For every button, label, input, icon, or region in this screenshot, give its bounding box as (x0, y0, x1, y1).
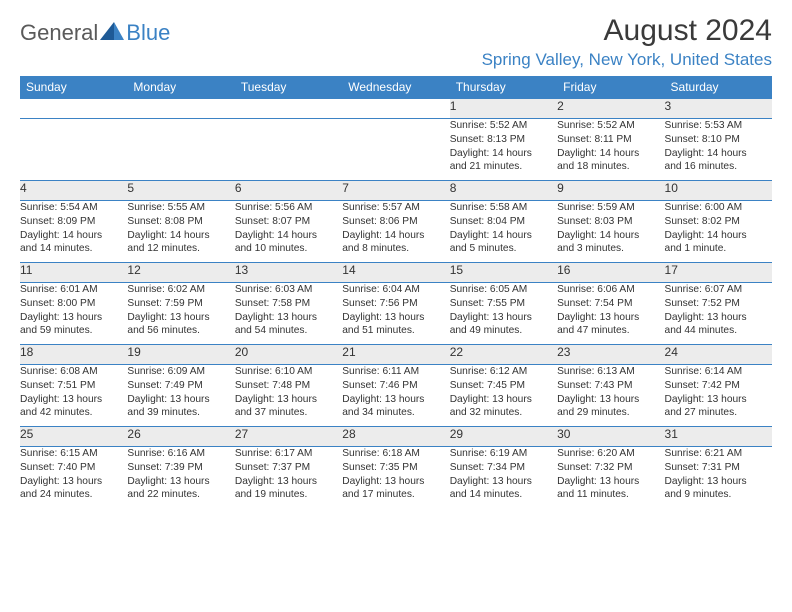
day-detail-cell: Sunrise: 6:15 AMSunset: 7:40 PMDaylight:… (20, 447, 127, 509)
detail-row: Sunrise: 5:54 AMSunset: 8:09 PMDaylight:… (20, 201, 772, 263)
day-detail-cell: Sunrise: 6:01 AMSunset: 8:00 PMDaylight:… (20, 283, 127, 345)
day-number-cell: 20 (235, 345, 342, 365)
calendar-table: Sunday Monday Tuesday Wednesday Thursday… (20, 76, 772, 509)
day-detail-cell: Sunrise: 5:59 AMSunset: 8:03 PMDaylight:… (557, 201, 664, 263)
day-number-cell: 28 (342, 427, 449, 447)
detail-row: Sunrise: 5:52 AMSunset: 8:13 PMDaylight:… (20, 119, 772, 181)
daynum-row: 25262728293031 (20, 427, 772, 447)
header: General Blue August 2024 Spring Valley, … (20, 14, 772, 76)
day-number-cell: 4 (20, 181, 127, 201)
day-detail-cell: Sunrise: 6:05 AMSunset: 7:55 PMDaylight:… (450, 283, 557, 345)
day-number-cell: 3 (665, 99, 772, 119)
day-detail-cell: Sunrise: 6:04 AMSunset: 7:56 PMDaylight:… (342, 283, 449, 345)
day-number-cell: 26 (127, 427, 234, 447)
day-number-cell: 17 (665, 263, 772, 283)
detail-row: Sunrise: 6:15 AMSunset: 7:40 PMDaylight:… (20, 447, 772, 509)
day-number-cell: 16 (557, 263, 664, 283)
day-detail-cell: Sunrise: 6:12 AMSunset: 7:45 PMDaylight:… (450, 365, 557, 427)
day-detail-cell (235, 119, 342, 181)
day-number-cell (235, 99, 342, 119)
day-detail-cell: Sunrise: 6:06 AMSunset: 7:54 PMDaylight:… (557, 283, 664, 345)
day-number-cell: 7 (342, 181, 449, 201)
brand-part2: Blue (126, 20, 170, 46)
day-number-cell: 19 (127, 345, 234, 365)
day-detail-cell: Sunrise: 5:57 AMSunset: 8:06 PMDaylight:… (342, 201, 449, 263)
calendar-body: 123Sunrise: 5:52 AMSunset: 8:13 PMDaylig… (20, 99, 772, 509)
daynum-row: 11121314151617 (20, 263, 772, 283)
day-detail-cell (342, 119, 449, 181)
triangle-icon (100, 22, 124, 45)
day-number-cell (342, 99, 449, 119)
detail-row: Sunrise: 6:08 AMSunset: 7:51 PMDaylight:… (20, 365, 772, 427)
day-number-cell: 12 (127, 263, 234, 283)
day-detail-cell: Sunrise: 5:58 AMSunset: 8:04 PMDaylight:… (450, 201, 557, 263)
day-number-cell: 11 (20, 263, 127, 283)
daynum-row: 18192021222324 (20, 345, 772, 365)
day-number-cell: 21 (342, 345, 449, 365)
day-header: Tuesday (235, 76, 342, 99)
day-number-cell: 31 (665, 427, 772, 447)
daynum-row: 123 (20, 99, 772, 119)
day-detail-cell: Sunrise: 6:16 AMSunset: 7:39 PMDaylight:… (127, 447, 234, 509)
day-number-cell: 2 (557, 99, 664, 119)
day-detail-cell: Sunrise: 6:10 AMSunset: 7:48 PMDaylight:… (235, 365, 342, 427)
day-number-cell: 29 (450, 427, 557, 447)
day-number-cell: 10 (665, 181, 772, 201)
day-number-cell: 5 (127, 181, 234, 201)
day-number-cell: 24 (665, 345, 772, 365)
day-number-cell: 27 (235, 427, 342, 447)
location-subtitle: Spring Valley, New York, United States (482, 50, 772, 70)
day-number-cell: 6 (235, 181, 342, 201)
day-detail-cell: Sunrise: 5:54 AMSunset: 8:09 PMDaylight:… (20, 201, 127, 263)
day-detail-cell: Sunrise: 6:13 AMSunset: 7:43 PMDaylight:… (557, 365, 664, 427)
day-detail-cell: Sunrise: 6:09 AMSunset: 7:49 PMDaylight:… (127, 365, 234, 427)
day-number-cell: 14 (342, 263, 449, 283)
day-detail-cell: Sunrise: 6:19 AMSunset: 7:34 PMDaylight:… (450, 447, 557, 509)
day-detail-cell: Sunrise: 6:08 AMSunset: 7:51 PMDaylight:… (20, 365, 127, 427)
day-detail-cell: Sunrise: 6:18 AMSunset: 7:35 PMDaylight:… (342, 447, 449, 509)
day-number-cell (20, 99, 127, 119)
day-number-cell (127, 99, 234, 119)
day-header: Thursday (450, 76, 557, 99)
day-detail-cell: Sunrise: 6:00 AMSunset: 8:02 PMDaylight:… (665, 201, 772, 263)
day-detail-cell (127, 119, 234, 181)
day-detail-cell: Sunrise: 6:17 AMSunset: 7:37 PMDaylight:… (235, 447, 342, 509)
day-detail-cell: Sunrise: 5:52 AMSunset: 8:13 PMDaylight:… (450, 119, 557, 181)
day-detail-cell: Sunrise: 6:03 AMSunset: 7:58 PMDaylight:… (235, 283, 342, 345)
day-number-cell: 8 (450, 181, 557, 201)
day-detail-cell: Sunrise: 6:02 AMSunset: 7:59 PMDaylight:… (127, 283, 234, 345)
day-detail-cell: Sunrise: 6:14 AMSunset: 7:42 PMDaylight:… (665, 365, 772, 427)
day-header: Wednesday (342, 76, 449, 99)
day-number-cell: 1 (450, 99, 557, 119)
day-detail-cell: Sunrise: 6:07 AMSunset: 7:52 PMDaylight:… (665, 283, 772, 345)
day-detail-cell: Sunrise: 5:56 AMSunset: 8:07 PMDaylight:… (235, 201, 342, 263)
day-number-cell: 9 (557, 181, 664, 201)
page-title: August 2024 (482, 14, 772, 48)
day-header: Sunday (20, 76, 127, 99)
day-number-cell: 22 (450, 345, 557, 365)
brand-logo: General Blue (20, 14, 170, 46)
day-header: Monday (127, 76, 234, 99)
daynum-row: 45678910 (20, 181, 772, 201)
day-detail-cell: Sunrise: 5:52 AMSunset: 8:11 PMDaylight:… (557, 119, 664, 181)
day-detail-cell: Sunrise: 5:55 AMSunset: 8:08 PMDaylight:… (127, 201, 234, 263)
day-detail-cell (20, 119, 127, 181)
day-header: Saturday (665, 76, 772, 99)
brand-part1: General (20, 20, 98, 46)
day-number-cell: 30 (557, 427, 664, 447)
day-number-cell: 15 (450, 263, 557, 283)
day-number-cell: 23 (557, 345, 664, 365)
day-header-row: Sunday Monday Tuesday Wednesday Thursday… (20, 76, 772, 99)
day-detail-cell: Sunrise: 6:11 AMSunset: 7:46 PMDaylight:… (342, 365, 449, 427)
day-number-cell: 18 (20, 345, 127, 365)
detail-row: Sunrise: 6:01 AMSunset: 8:00 PMDaylight:… (20, 283, 772, 345)
day-number-cell: 13 (235, 263, 342, 283)
day-detail-cell: Sunrise: 6:21 AMSunset: 7:31 PMDaylight:… (665, 447, 772, 509)
day-detail-cell: Sunrise: 6:20 AMSunset: 7:32 PMDaylight:… (557, 447, 664, 509)
day-detail-cell: Sunrise: 5:53 AMSunset: 8:10 PMDaylight:… (665, 119, 772, 181)
title-block: August 2024 Spring Valley, New York, Uni… (482, 14, 772, 76)
day-header: Friday (557, 76, 664, 99)
day-number-cell: 25 (20, 427, 127, 447)
